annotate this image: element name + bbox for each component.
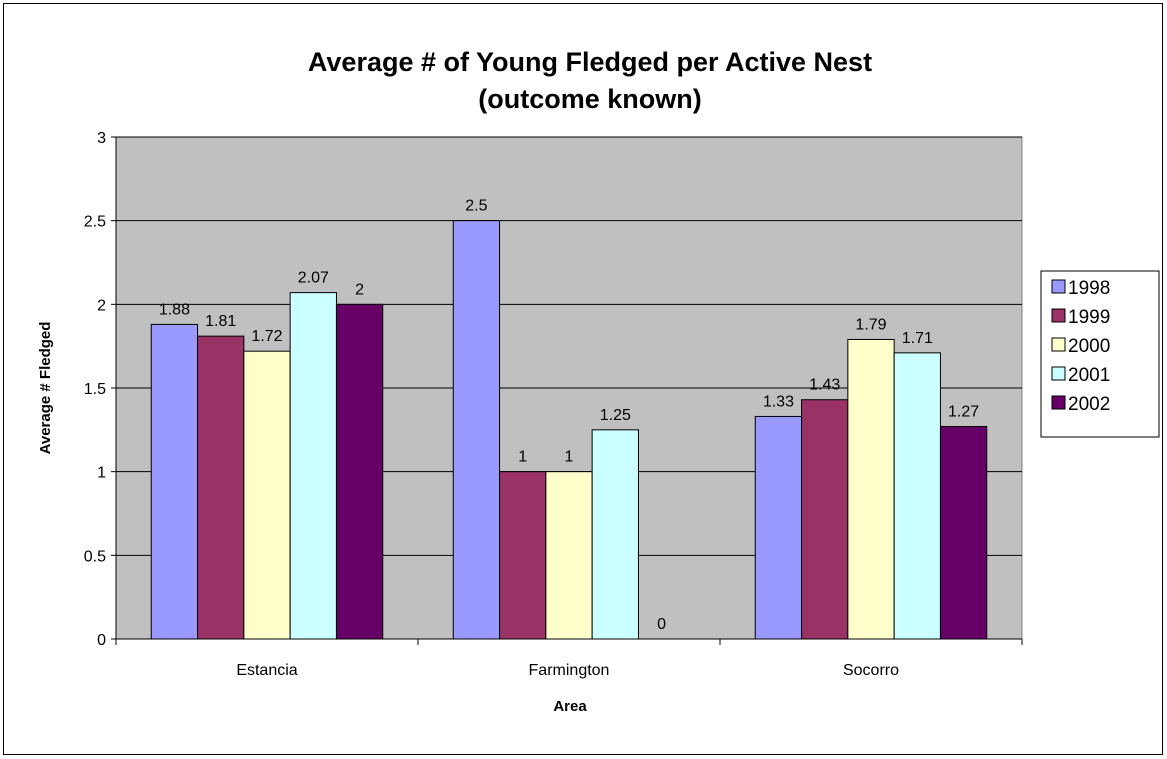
- data-label: 1.71: [902, 330, 933, 347]
- y-tick-label: 0: [97, 632, 106, 649]
- bar-2002-socorro: [939, 425, 988, 640]
- bar-2001-estancia: [289, 292, 337, 640]
- y-axis-title: Average # Fledged: [37, 322, 54, 455]
- data-label: 1.81: [205, 313, 236, 330]
- data-label: 1.33: [763, 393, 794, 410]
- x-tick-label: Farmington: [529, 662, 610, 679]
- data-label: 1.43: [809, 377, 840, 394]
- legend-label: 1998: [1068, 278, 1110, 299]
- chart-subtitle: (outcome known): [478, 84, 702, 114]
- chart-title: Average # of Young Fledged per Active Ne…: [308, 47, 872, 77]
- y-tick-label: 2.5: [84, 214, 106, 231]
- bar-1999-estancia: [197, 335, 245, 640]
- legend-label: 1999: [1068, 307, 1110, 328]
- legend-swatch-1998: [1051, 279, 1066, 294]
- bar-1998-estancia: [150, 323, 199, 640]
- y-tick-label: 2: [97, 297, 106, 314]
- legend-swatch-2000: [1051, 337, 1066, 352]
- data-label: 1.88: [159, 301, 190, 318]
- x-tick-label: Estancia: [236, 662, 297, 679]
- legend-label: 2000: [1068, 336, 1110, 357]
- data-label: 1: [565, 449, 574, 466]
- legend-swatch-2002: [1051, 395, 1066, 410]
- legend-swatch-1999: [1051, 308, 1066, 323]
- x-tick-label: Socorro: [843, 662, 899, 679]
- bar-1999-farmington: [499, 471, 547, 640]
- bar-2000-estancia: [243, 350, 291, 640]
- y-tick-labels: 0 0.5 1 1.5 2 2.5 3: [84, 130, 106, 649]
- x-axis-title: Area: [553, 698, 587, 715]
- bar-1998-farmington: [452, 220, 501, 640]
- bar-1999-socorro: [801, 399, 849, 640]
- y-tick-label: 1.5: [84, 381, 106, 398]
- bar-2000-farmington: [545, 471, 593, 640]
- data-labels: 1.88 2.5 1.33 1.81 1 1.43 1.72 1 1.79 2.07 1.25 1.7…: [159, 198, 979, 633]
- data-label: 2.07: [298, 270, 329, 287]
- legend: 1998 1999 2000 2001 2002: [1051, 278, 1110, 415]
- data-label: 1.25: [600, 407, 631, 424]
- bar-2001-socorro: [893, 352, 941, 640]
- data-label: 1.72: [251, 328, 282, 345]
- legend-label: 2002: [1068, 394, 1110, 415]
- y-tick-label: 0.5: [84, 548, 106, 565]
- y-tick-label: 3: [97, 130, 106, 147]
- bar-2000-socorro: [847, 338, 895, 640]
- axes: [111, 136, 1023, 645]
- data-label: 1.79: [855, 316, 886, 333]
- data-label: 0: [657, 616, 666, 633]
- data-label: 1.27: [948, 403, 979, 420]
- y-tick-label: 1: [97, 465, 106, 482]
- legend-swatch-2001: [1051, 366, 1066, 381]
- data-label: 2: [355, 281, 364, 298]
- bar-2002-estancia: [335, 303, 384, 640]
- bars: [150, 220, 988, 640]
- data-label: 2.5: [465, 198, 487, 215]
- bar-1998-socorro: [754, 415, 803, 640]
- data-label: 1: [518, 449, 527, 466]
- legend-label: 2001: [1068, 365, 1110, 386]
- bar-2001-farmington: [591, 429, 639, 640]
- x-tick-labels: Estancia Farmington Socorro: [236, 662, 899, 679]
